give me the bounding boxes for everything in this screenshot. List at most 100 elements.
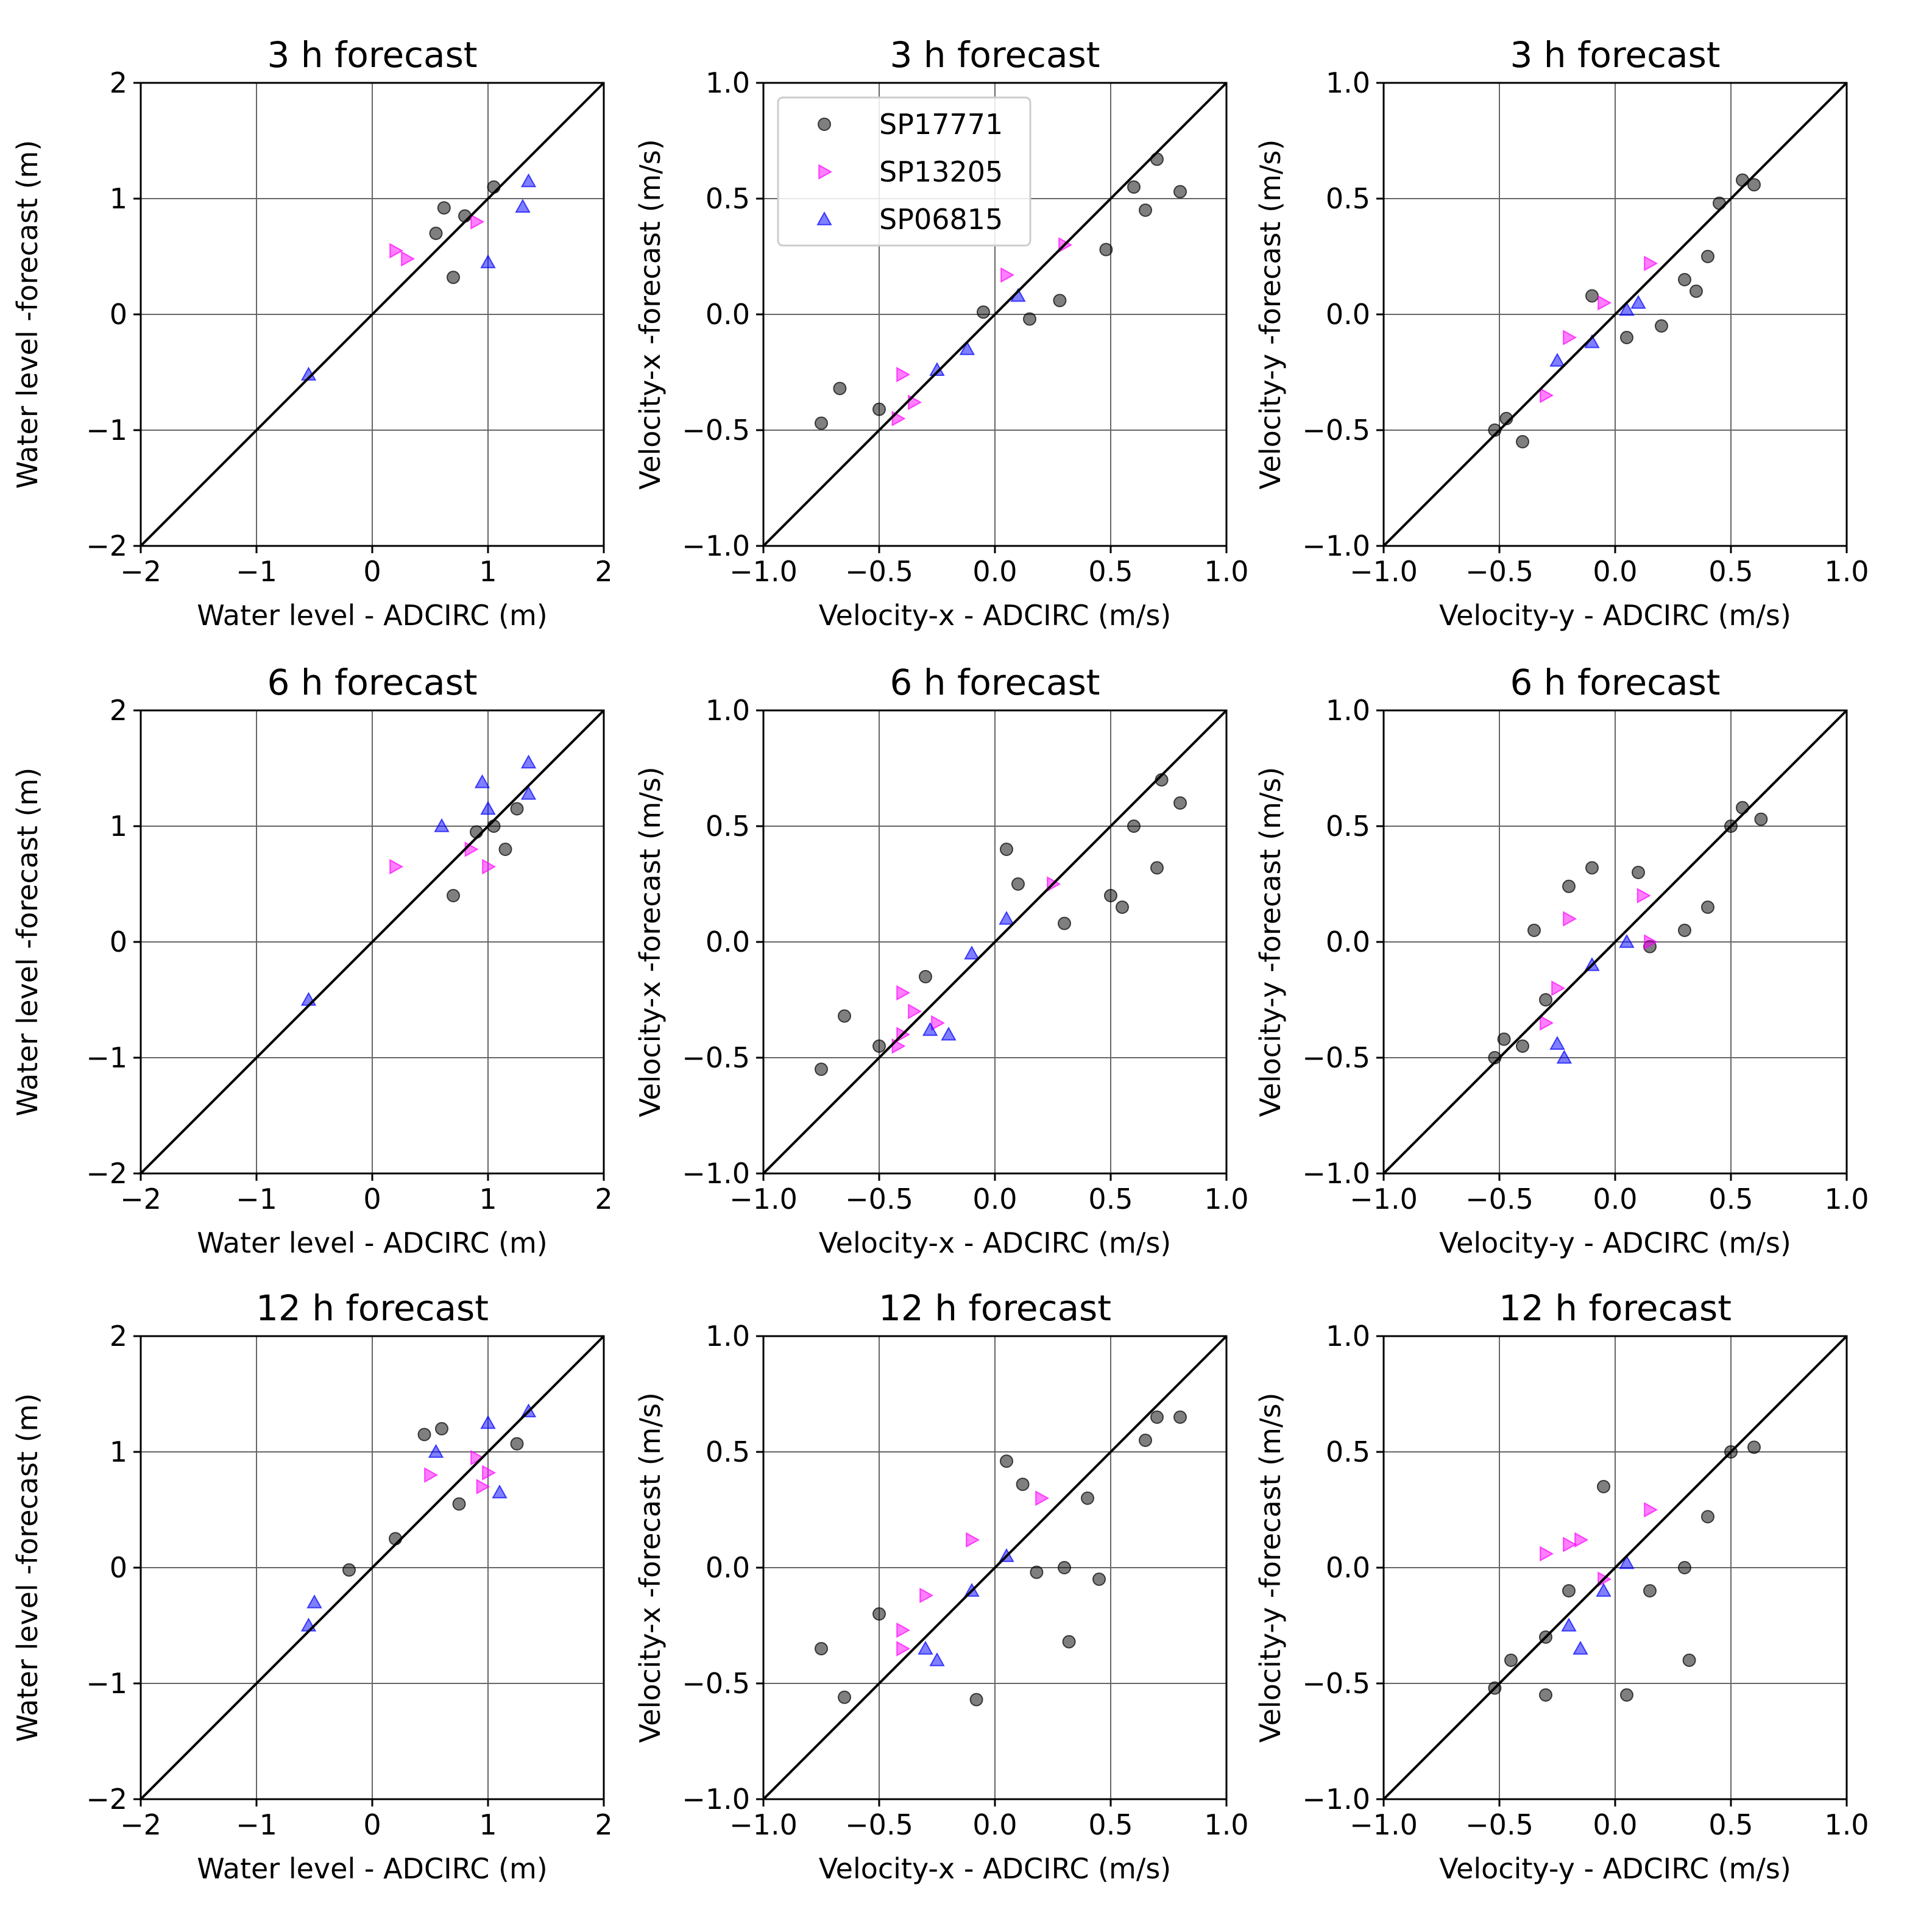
- y-tick-label: 0.5: [706, 1435, 750, 1468]
- data-point-sp17771: [1527, 924, 1541, 937]
- y-tick-label: 0.5: [1326, 182, 1370, 215]
- x-axis-label: Velocity-y - ADCIRC (m/s): [1439, 1852, 1791, 1885]
- data-point-sp06815: [480, 254, 496, 269]
- x-tick-label: 1.0: [1824, 1183, 1869, 1215]
- data-point-sp17771: [1011, 877, 1025, 891]
- data-point-sp17771: [437, 201, 451, 215]
- data-point-sp13205: [1597, 295, 1612, 311]
- data-point-sp13205: [482, 858, 497, 875]
- data-point-sp17771: [1000, 843, 1013, 856]
- x-tick-label: 0.5: [1708, 555, 1753, 588]
- y-tick-label: 0.5: [706, 810, 750, 843]
- data-point-sp06815: [515, 199, 531, 213]
- data-point-sp13205: [931, 1015, 946, 1031]
- data-point-sp17771: [452, 1497, 466, 1511]
- x-tick-label: 2: [595, 555, 612, 588]
- subplot: −1.0−1.0 −0.5 −0.5 0.0 0.0 0.5 0.5 1.0 1.0 6 h fo…: [634, 662, 1249, 1259]
- y-tick-label: 0.5: [1326, 810, 1370, 843]
- data-point-sp13205: [966, 1532, 980, 1548]
- data-point-sp17771: [1643, 1584, 1657, 1598]
- y-tick-label: −0.5: [682, 1667, 750, 1700]
- data-point-sp06815: [1561, 1617, 1577, 1632]
- data-point-sp06815: [1619, 1555, 1635, 1569]
- data-point-sp06815: [1556, 1049, 1573, 1064]
- x-tick-label: 2: [595, 1808, 612, 1841]
- x-tick-label: 0.0: [972, 1808, 1017, 1841]
- legend-item: SP06815: [816, 203, 1003, 236]
- data-point-sp17771: [838, 1690, 851, 1704]
- y-axis-label: Velocity-y -forecast (m/s): [1254, 1393, 1287, 1743]
- y-tick-label: −1.0: [1302, 529, 1370, 562]
- data-point-sp06815: [492, 1484, 508, 1499]
- data-point-sp17771: [1127, 819, 1141, 833]
- data-point-sp13205: [919, 1587, 934, 1604]
- data-point-sp17771: [1150, 1410, 1164, 1424]
- data-point-sp17771: [1747, 178, 1761, 192]
- x-tick-label: 0.5: [1088, 1808, 1133, 1841]
- x-axis-label: Water level - ADCIRC (m): [197, 1852, 548, 1885]
- x-tick-label: 0.0: [972, 555, 1017, 588]
- x-tick-label: −1.0: [729, 555, 798, 588]
- data-point-sp13205: [401, 251, 416, 267]
- legend: SP17771 SP13205 SP06815: [777, 96, 1031, 247]
- data-point-sp06815: [520, 173, 537, 188]
- x-tick-label: 0.5: [1088, 1183, 1133, 1215]
- subplot: −2−2 −1 −1 0 0 1 1 2 2 3 h forecast Water level - …: [11, 34, 613, 632]
- subplot-title: 3 h forecast: [890, 34, 1100, 76]
- data-point-sp13205: [1000, 267, 1015, 283]
- data-point-sp06815: [964, 945, 980, 960]
- x-axis-label: Velocity-x - ADCIRC (m/s): [819, 599, 1171, 632]
- data-point-sp13205: [896, 367, 911, 383]
- data-point-sp17771: [872, 402, 886, 416]
- data-point-sp17771: [1139, 1434, 1152, 1447]
- data-point-sp17771: [969, 1693, 983, 1707]
- subplot-title: 12 h forecast: [1499, 1287, 1732, 1329]
- y-tick-label: 1: [110, 1435, 127, 1468]
- data-point-sp17771: [1062, 1635, 1076, 1649]
- data-point-sp06815: [999, 910, 1014, 925]
- y-axis-label: Velocity-y -forecast (m/s): [1254, 140, 1287, 490]
- x-tick-label: 1.0: [1824, 1808, 1869, 1841]
- y-tick-label: 2: [110, 1320, 127, 1353]
- x-tick-label: −0.5: [1465, 1808, 1534, 1841]
- y-tick-label: 0: [110, 925, 127, 958]
- data-point-sp17771: [1585, 289, 1599, 303]
- y-tick-label: 0.0: [1326, 925, 1370, 958]
- x-axis-label: Velocity-y - ADCIRC (m/s): [1439, 1226, 1791, 1259]
- y-tick-label: −2: [86, 529, 127, 562]
- x-axis-label: Velocity-x - ADCIRC (m/s): [819, 1852, 1171, 1885]
- y-tick-label: 1.0: [1326, 694, 1370, 727]
- x-tick-label: 0.0: [1593, 555, 1637, 588]
- y-tick-label: −2: [86, 1783, 127, 1816]
- data-point-sp13205: [389, 242, 404, 259]
- x-tick-label: −1.0: [729, 1183, 798, 1215]
- y-tick-label: 0.0: [706, 1551, 750, 1584]
- data-point-sp17771: [1173, 185, 1187, 199]
- y-tick-label: −1: [86, 414, 127, 447]
- data-point-sp17771: [1516, 435, 1529, 448]
- y-tick-label: −1.0: [1302, 1157, 1370, 1190]
- subplot: −1.0−1.0 −0.5 −0.5 0.0 0.0 0.5 0.5 1.0 1.0 6 h fo…: [1254, 662, 1869, 1259]
- subplot: −1.0−1.0 −0.5 −0.5 0.0 0.0 0.5 0.5 1.0 1.0 3 h fo…: [1254, 34, 1869, 632]
- data-point-sp13205: [470, 214, 485, 230]
- data-point-sp17771: [815, 416, 828, 430]
- subplot: −1.0−1.0 −0.5 −0.5 0.0 0.0 0.5 0.5 1.0 1.0 12 h f…: [1254, 1287, 1869, 1885]
- x-tick-label: 0: [363, 555, 381, 588]
- data-point-sp17771: [1678, 924, 1691, 937]
- y-tick-label: −0.5: [1302, 414, 1370, 447]
- subplot-title: 12 h forecast: [256, 1287, 489, 1329]
- data-point-sp17771: [1539, 1688, 1552, 1702]
- data-point-sp17771: [429, 227, 443, 240]
- data-point-sp06815: [959, 341, 975, 355]
- x-tick-label: −0.5: [845, 555, 913, 588]
- y-tick-label: 1: [110, 182, 127, 215]
- data-point-sp17771: [417, 1428, 431, 1442]
- identity-line: [762, 1335, 1228, 1800]
- data-point-sp17771: [447, 271, 460, 285]
- x-tick-label: 1: [479, 1183, 497, 1215]
- data-point-sp17771: [1562, 879, 1576, 893]
- data-point-sp17771: [838, 1009, 851, 1023]
- data-point-sp13205: [1636, 888, 1651, 904]
- data-point-sp17771: [498, 843, 512, 856]
